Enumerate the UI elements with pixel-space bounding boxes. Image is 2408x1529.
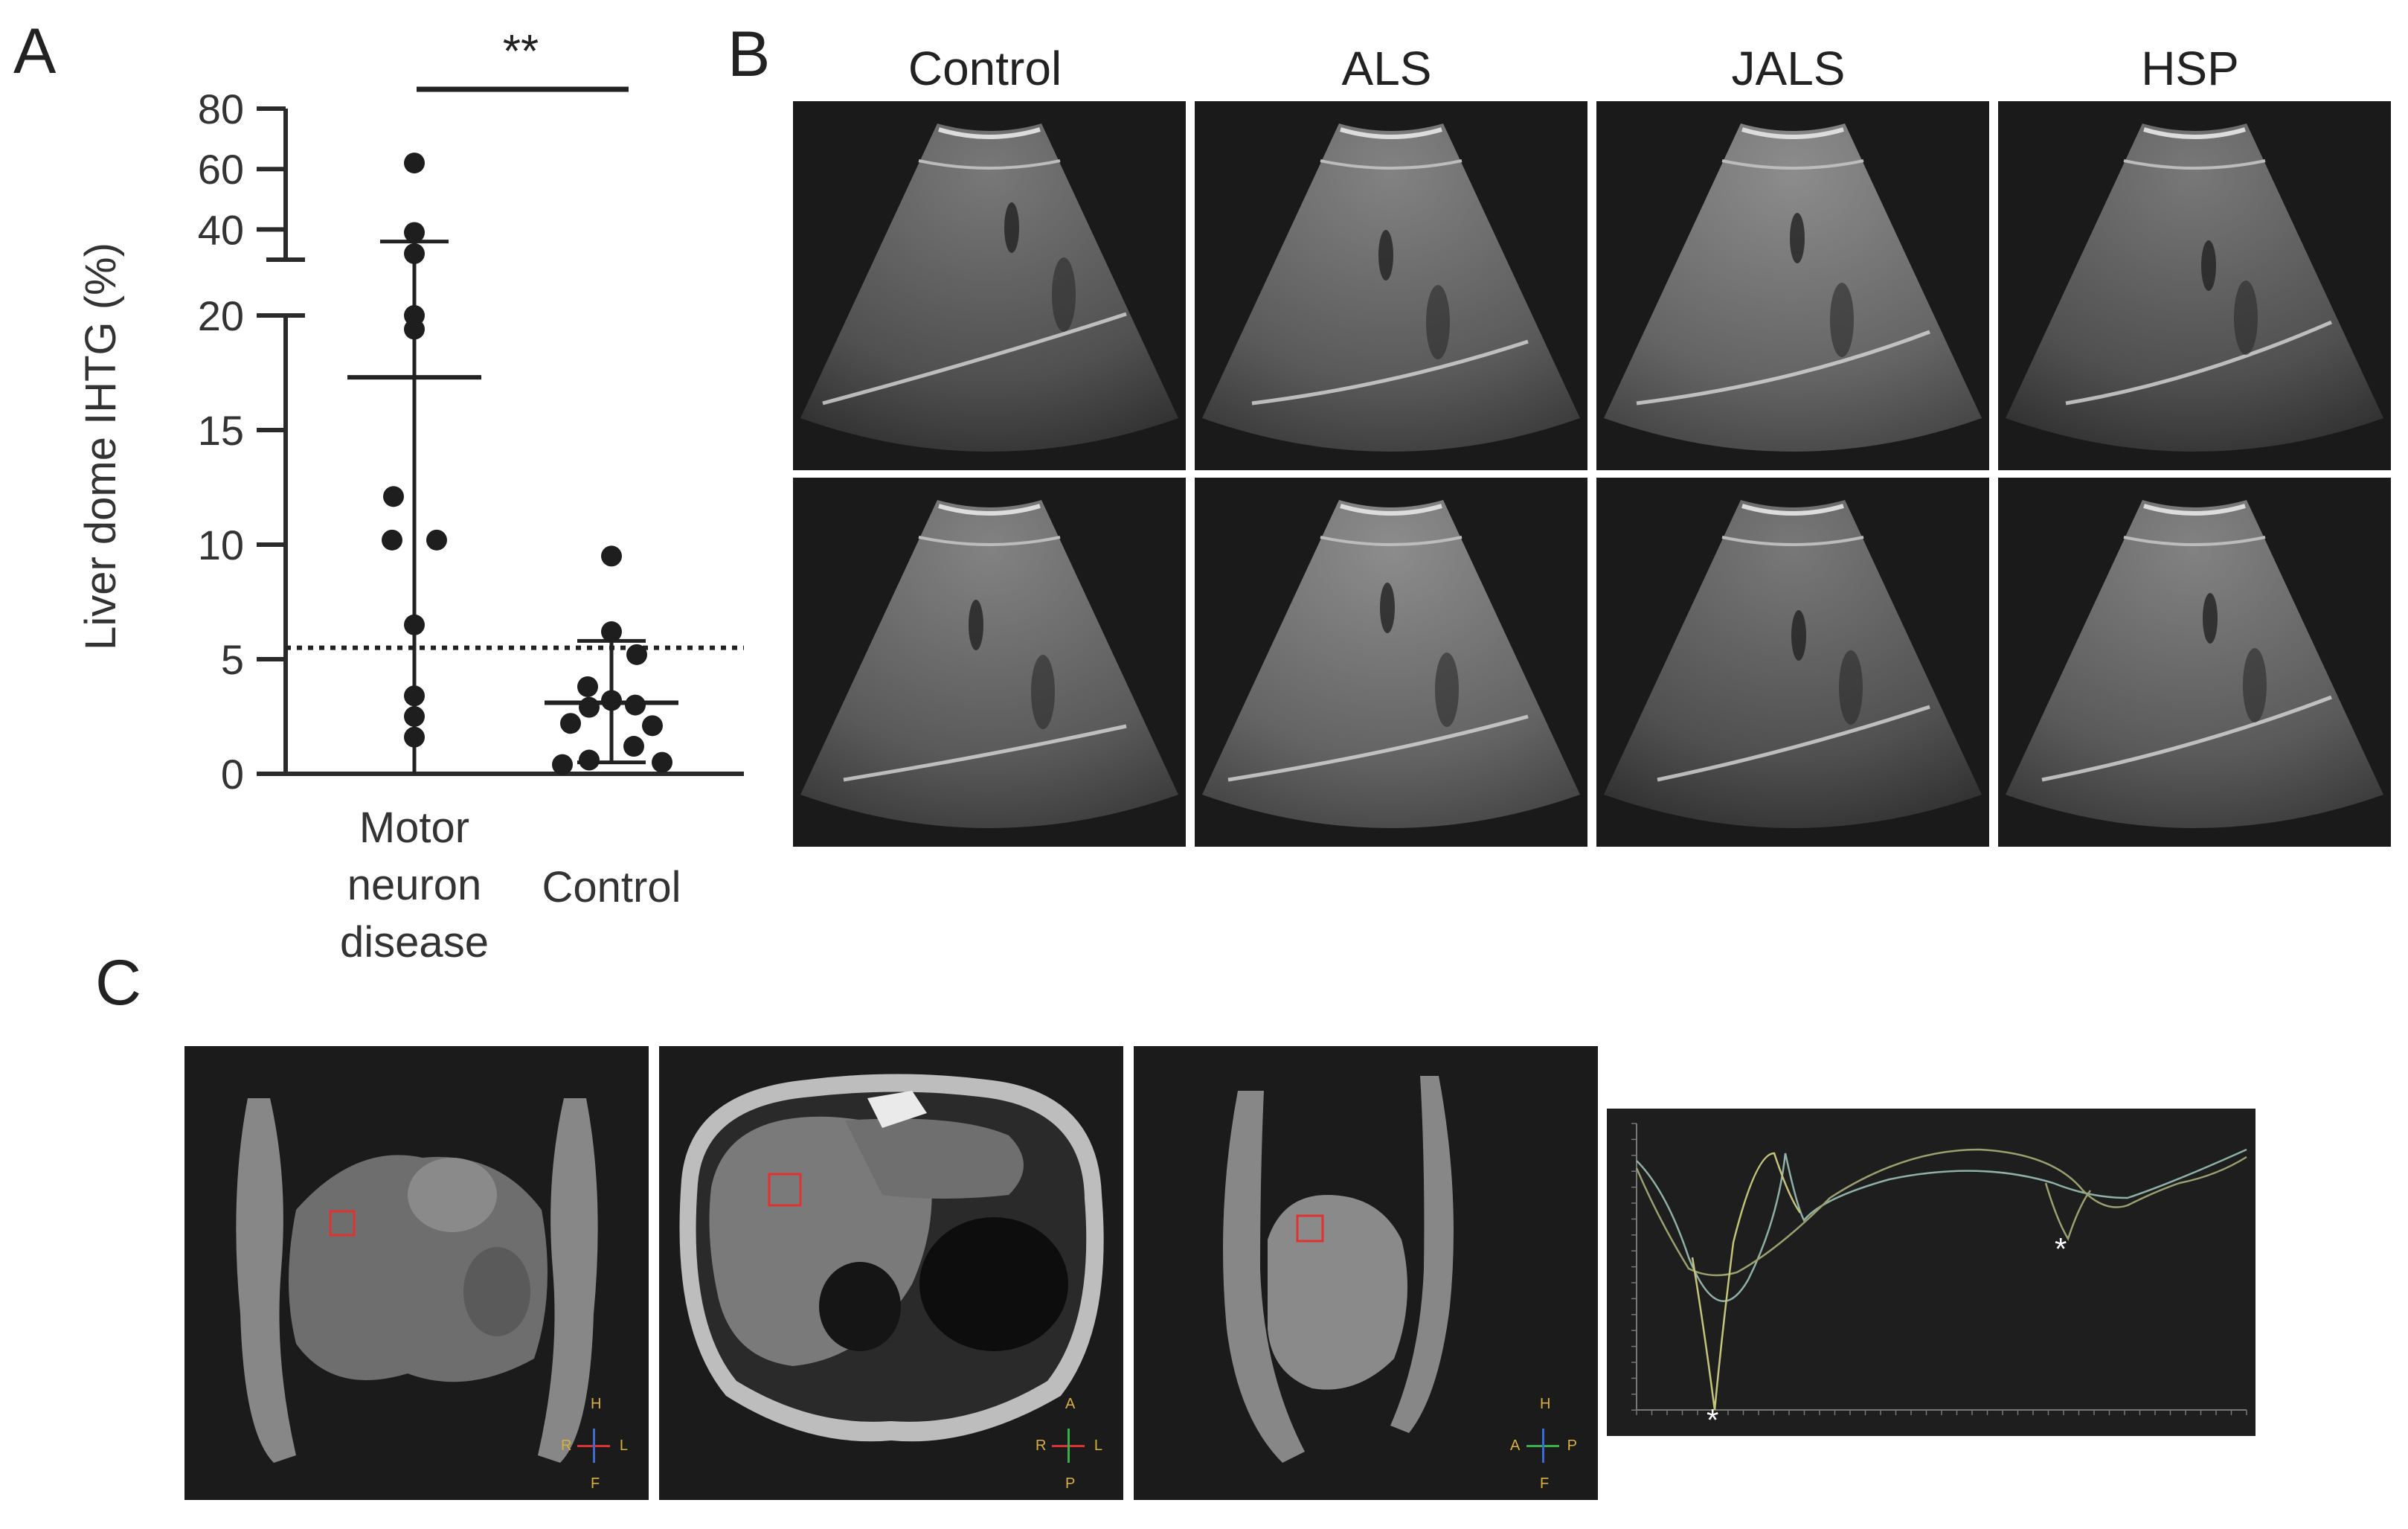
- column-title-als: ALS: [1341, 42, 1432, 95]
- data-point-control: [601, 545, 622, 567]
- data-point-control: [577, 676, 598, 697]
- orientation-marker: A R L P: [1036, 1396, 1102, 1492]
- mri-sagittal-image: H A P F: [1134, 1046, 1598, 1500]
- data-point-mnd: [404, 614, 425, 635]
- data-point-control: [601, 690, 622, 711]
- ultrasound-image-jals-2: [1596, 478, 1989, 847]
- x-category-label: Control: [542, 863, 681, 911]
- panel-label-a: A: [13, 16, 57, 87]
- data-point-mnd: [404, 318, 425, 340]
- data-point-mnd: [404, 726, 425, 748]
- data-point-control: [623, 736, 644, 757]
- y-tick-label: 0: [221, 751, 244, 798]
- ultrasound-image-control-2: [793, 478, 1186, 847]
- mri-coronal-image: H R L F: [184, 1046, 649, 1500]
- data-point-mnd: [404, 222, 425, 243]
- panel-label-c: C: [95, 947, 142, 1019]
- spectrum-marker-2: *: [2055, 1231, 2067, 1266]
- ultrasound-image-hsp-1: [1998, 101, 2391, 470]
- y-tick-label: 15: [198, 407, 244, 454]
- y-tick-label: 5: [221, 636, 244, 683]
- column-title-control: Control: [908, 42, 1062, 95]
- x-category-label: Motor: [359, 804, 469, 852]
- data-point-mnd: [383, 486, 404, 507]
- panel-label-b: B: [728, 19, 771, 90]
- x-category-label: neuron: [347, 861, 482, 909]
- data-point-mnd: [382, 529, 402, 551]
- data-point-mnd: [404, 243, 425, 264]
- data-point-control: [625, 694, 646, 716]
- data-point-control: [642, 715, 663, 737]
- ihtg-scatter-chart: 05101520406080MotorneurondiseaseControl …: [77, 26, 744, 967]
- ultrasound-image-hsp-2: [1998, 478, 2391, 847]
- ultrasound-image-als-2: [1195, 478, 1587, 847]
- data-point-control: [601, 621, 622, 643]
- column-title-jals: JALS: [1731, 42, 1846, 95]
- data-point-mnd: [426, 529, 447, 551]
- ultrasound-image-jals-1: [1596, 101, 1989, 470]
- data-point-control: [560, 713, 581, 734]
- y-tick-label: 60: [198, 146, 244, 193]
- y-tick-label: 10: [198, 522, 244, 568]
- data-point-mnd: [404, 706, 425, 727]
- x-category-label: disease: [340, 918, 489, 967]
- column-title-hsp: HSP: [2141, 42, 2239, 95]
- orientation-marker: H A P F: [1510, 1396, 1577, 1492]
- data-point-control: [579, 696, 600, 718]
- data-point-control: [579, 749, 600, 771]
- y-tick-label: 40: [198, 206, 244, 253]
- data-point-control: [652, 751, 672, 773]
- data-point-control: [552, 754, 573, 775]
- data-point-control: [626, 644, 647, 665]
- y-tick-label: 20: [198, 292, 244, 339]
- y-tick-label: 80: [198, 86, 244, 132]
- significance-label: **: [503, 26, 539, 77]
- spectrum-marker-1: *: [1707, 1403, 1719, 1436]
- ultrasound-image-als-1: [1195, 101, 1587, 470]
- data-point-mnd: [404, 153, 425, 174]
- y-axis-label: Liver dome IHTG (%): [77, 243, 125, 650]
- ultrasound-image-control-1: [793, 101, 1186, 470]
- mr-spectrum-plot: * *: [1607, 1109, 2256, 1436]
- orientation-marker: H R L F: [561, 1396, 628, 1492]
- mri-axial-image: A R L P: [659, 1046, 1123, 1500]
- data-point-mnd: [404, 685, 425, 707]
